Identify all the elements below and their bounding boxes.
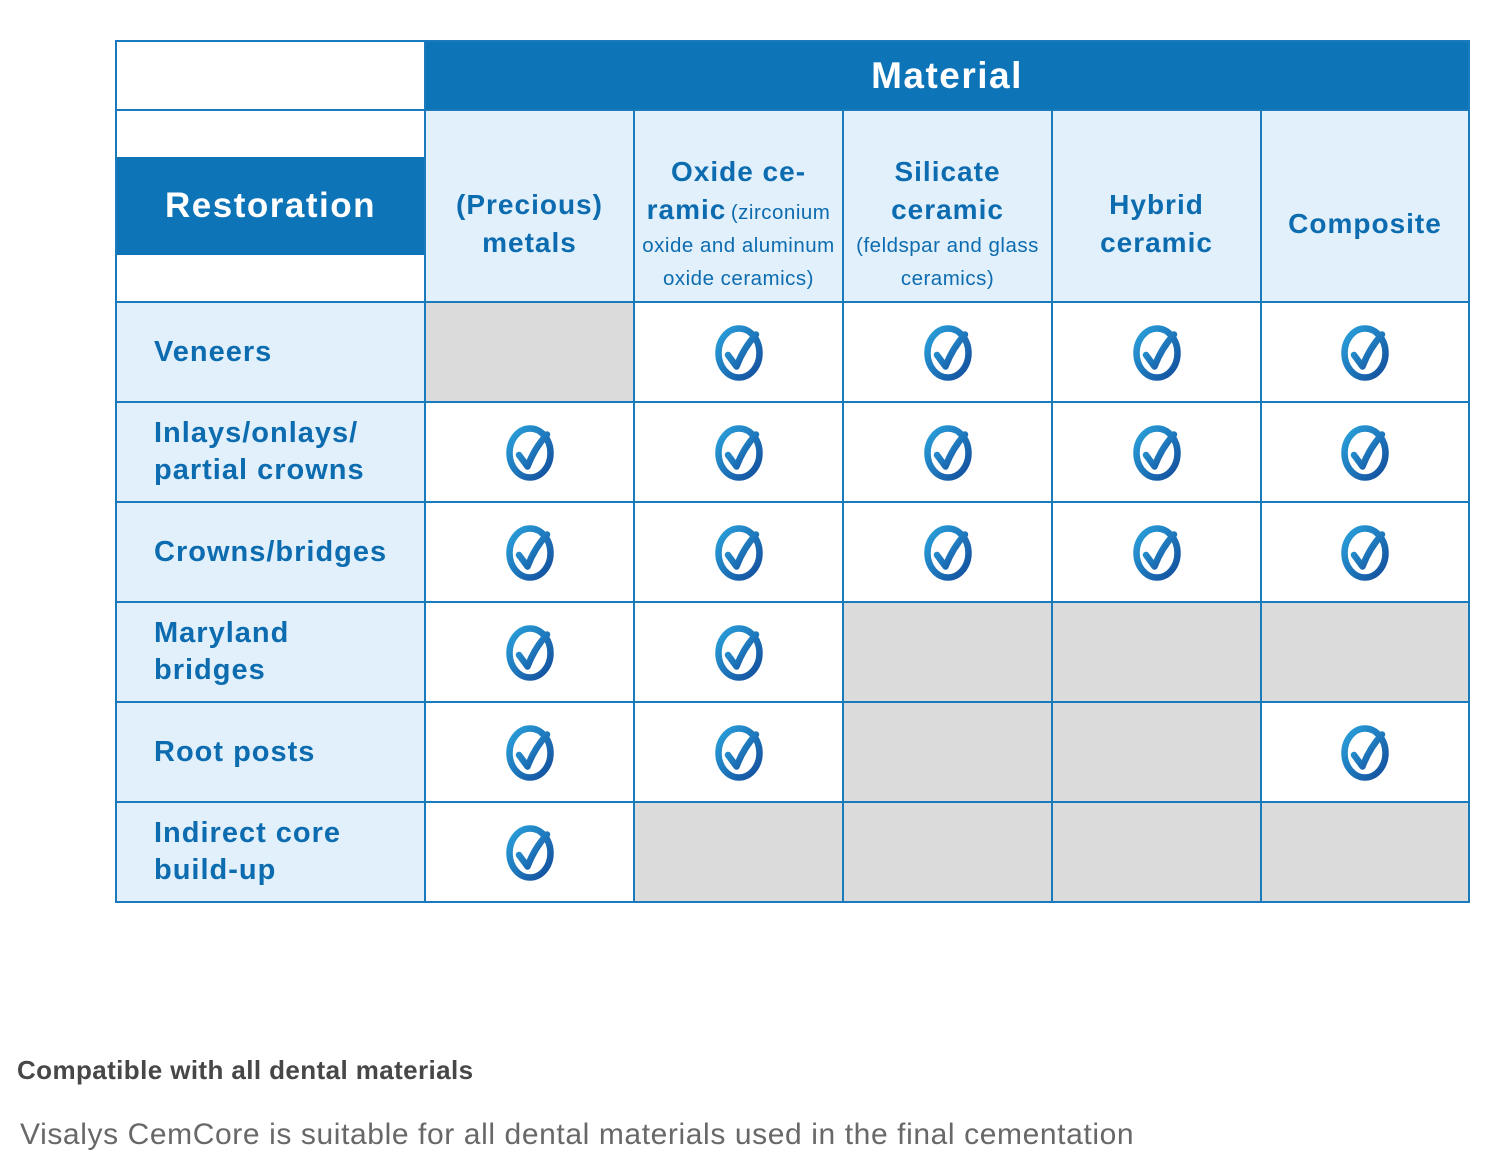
blank-corner [115, 40, 426, 111]
matrix-cell [842, 401, 1053, 503]
check-icon [1132, 425, 1181, 481]
matrix-cell [424, 401, 635, 503]
matrix-cell [1051, 701, 1262, 803]
check-icon [1341, 525, 1389, 581]
check-icon [923, 325, 972, 381]
table-row-root-posts: Root posts [115, 701, 1471, 803]
check-icon [1341, 325, 1389, 381]
check-icon [714, 525, 763, 581]
table-row-veneers: Veneers [115, 301, 1471, 403]
matrix-cell [424, 301, 635, 403]
row-label-cell: Crowns/bridges [115, 501, 426, 603]
matrix-cell [633, 401, 844, 503]
material-header: Material [423, 40, 1471, 111]
matrix-cell [424, 701, 635, 803]
compatibility-table: Material Restoration (Precious) metals O… [115, 40, 1471, 903]
check-icon [505, 425, 554, 481]
matrix-cell [633, 701, 844, 803]
matrix-cell [633, 301, 844, 403]
check-icon [505, 825, 554, 881]
footer-heading: Compatible with all dental materials [17, 1055, 474, 1085]
matrix-cell [633, 501, 844, 603]
material-header-label: Material [871, 54, 1023, 96]
matrix-cell [1051, 301, 1262, 403]
matrix-cell [842, 301, 1053, 403]
check-icon [714, 625, 763, 681]
column-header-silicate-ceramic: Silicate ceramic (feldspar and glass cer… [842, 109, 1053, 303]
table-row-inlays-onlays: Inlays/onlays/ partial crowns [115, 401, 1471, 503]
check-icon [505, 725, 554, 781]
matrix-cell [1259, 801, 1471, 903]
check-icon [714, 725, 763, 781]
column-header-row: Restoration (Precious) metals Oxide ce- … [115, 109, 1471, 303]
column-header-precious-metals: (Precious) metals [424, 109, 635, 303]
column-header-composite: Composite [1259, 109, 1471, 303]
matrix-cell [1051, 501, 1262, 603]
check-icon [923, 525, 972, 581]
check-icon [714, 325, 763, 381]
table-row-crowns-bridges: Crowns/bridges [115, 501, 1471, 603]
footer-description: Visalys CemCore is suitable for all dent… [20, 1118, 1135, 1151]
table-row-maryland-bridges: Maryland bridges [115, 601, 1471, 703]
check-icon [505, 525, 554, 581]
row-label-cell: Root posts [115, 701, 426, 803]
column-header-hybrid-ceramic: Hybrid ceramic [1051, 109, 1262, 303]
check-icon [1132, 325, 1181, 381]
matrix-cell [842, 801, 1053, 903]
check-icon [1341, 425, 1389, 481]
material-matrix: Material Restoration (Precious) metals O… [115, 40, 1471, 903]
row-label-cell: Indirect core build-up [115, 801, 426, 903]
matrix-cell [842, 701, 1053, 803]
matrix-cell [1259, 501, 1471, 603]
check-icon [1341, 725, 1389, 781]
matrix-cell [1259, 701, 1471, 803]
check-icon [1132, 525, 1181, 581]
matrix-cell [633, 601, 844, 703]
matrix-cell [1259, 601, 1471, 703]
check-icon [505, 625, 554, 681]
matrix-cell [1051, 401, 1262, 503]
material-banner-row: Material [115, 40, 1471, 111]
matrix-cell [424, 801, 635, 903]
matrix-cell [1051, 601, 1262, 703]
restoration-header: Restoration [117, 157, 424, 255]
row-label-cell: Maryland bridges [115, 601, 426, 703]
check-icon [714, 425, 763, 481]
check-icon [923, 425, 972, 481]
matrix-cell [1259, 301, 1471, 403]
matrix-cell [1259, 401, 1471, 503]
matrix-cell [842, 501, 1053, 603]
table-row-indirect-core: Indirect core build-up [115, 801, 1471, 903]
matrix-cell [424, 501, 635, 603]
matrix-cell [1051, 801, 1262, 903]
row-label-cell: Veneers [115, 301, 426, 403]
column-header-oxide-ceramic: Oxide ce- ramic (zirconium oxide and alu… [633, 109, 844, 303]
restoration-corner-cell: Restoration [115, 109, 426, 303]
row-label-cell: Inlays/onlays/ partial crowns [115, 401, 426, 503]
matrix-cell [424, 601, 635, 703]
matrix-cell [633, 801, 844, 903]
matrix-cell [842, 601, 1053, 703]
